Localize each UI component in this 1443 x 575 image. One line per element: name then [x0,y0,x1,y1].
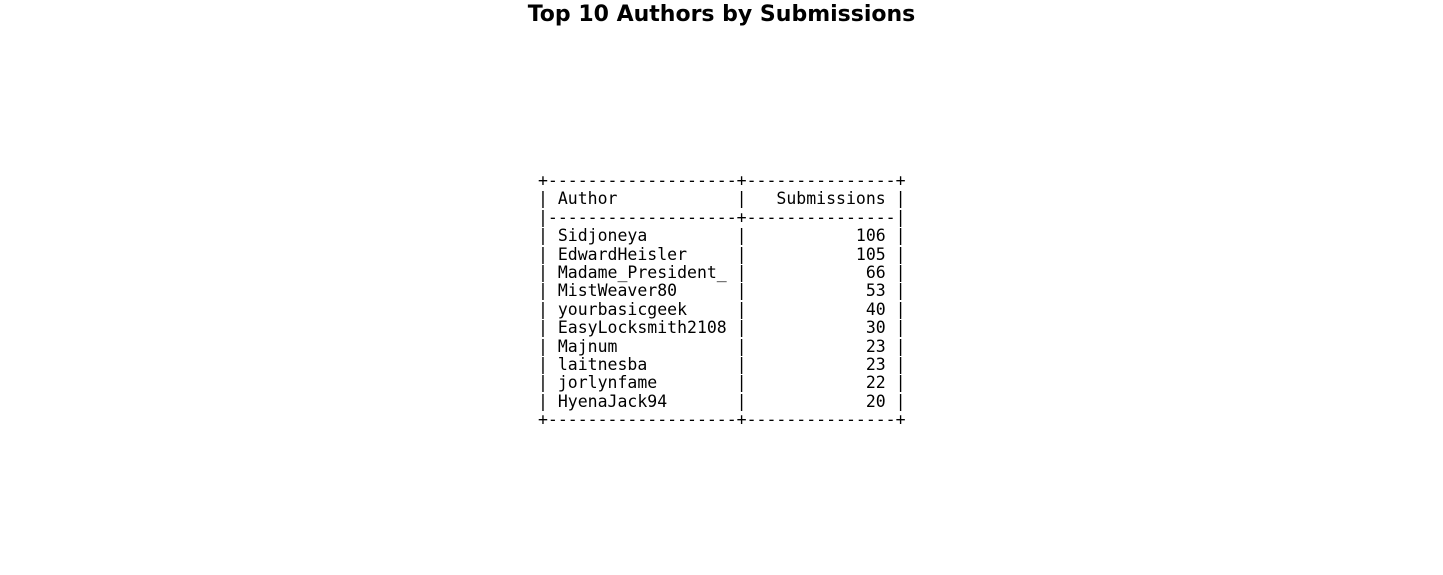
table-row: | yourbasicgeek | 40 | [538,299,906,319]
chart-title: Top 10 Authors by Submissions [527,2,916,27]
table-header-separator: |-------------------+---------------| [538,207,906,227]
ascii-table: +-------------------+---------------+ | A… [538,171,906,430]
table-row: | jorlynfame | 22 | [538,373,906,393]
table-bottom-border: +-------------------+---------------+ [538,410,906,430]
table-row: | Madame_President_ | 66 | [538,263,906,283]
table-row: | MistWeaver80 | 53 | [538,281,906,301]
table-header-row: | Author | Submissions | [538,189,906,209]
table-row: | HyenaJack94 | 20 | [538,391,906,411]
table-row: | EdwardHeisler | 105 | [538,244,906,264]
table-top-border: +-------------------+---------------+ [538,171,906,190]
table-row: | EasyLocksmith2108 | 30 | [538,318,906,338]
table-row: | Sidjoneya | 106 | [538,226,906,246]
table-row: | Majnum | 23 | [538,336,906,356]
table-row: | laitnesba | 23 | [538,355,906,375]
